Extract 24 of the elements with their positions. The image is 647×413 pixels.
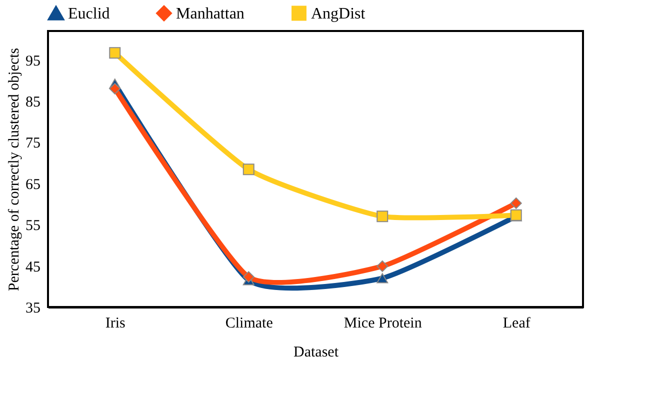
point: [242, 271, 254, 283]
y-tick-label: 75: [26, 136, 40, 152]
y-tick-label: 55: [26, 218, 40, 234]
legend-label: Manhattan: [176, 5, 244, 22]
x-tick-label: Iris: [105, 316, 126, 332]
y-tick-label: 95: [26, 53, 40, 70]
x-tick-label: Leaf: [502, 316, 530, 332]
legend-label: AngDist: [311, 5, 366, 22]
y-tick-label: 35: [26, 300, 40, 316]
y-axis-title: Percentage of correctly clustered objects: [6, 48, 22, 292]
x-tick-label: Mice Protein: [344, 316, 422, 332]
y-tick-label: 45: [26, 259, 40, 276]
point: [510, 197, 522, 209]
x-tick-label: Climate: [225, 316, 274, 332]
point: [376, 273, 388, 284]
point: [109, 82, 121, 94]
legend-label: Euclid: [68, 6, 110, 23]
y-tick-label: 65: [26, 176, 40, 193]
point: [242, 164, 254, 176]
point: [376, 210, 388, 222]
point: [109, 47, 121, 59]
y-tick-label: 85: [26, 94, 40, 111]
x-axis-title: Dataset: [294, 344, 340, 360]
point: [376, 260, 388, 272]
